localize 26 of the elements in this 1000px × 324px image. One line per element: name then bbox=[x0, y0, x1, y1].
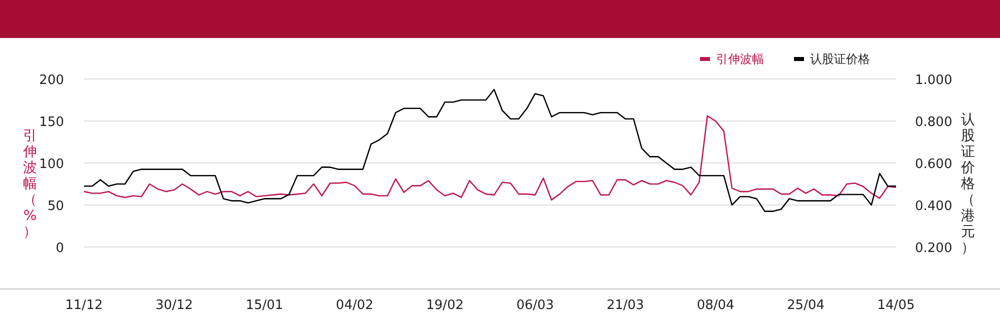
x-tick-label: 19/02 bbox=[426, 298, 464, 313]
y-axis-title: 引伸波幅（%） bbox=[22, 128, 37, 240]
text: 认股证价格（港元） bbox=[961, 112, 975, 256]
x-tick-label: 25/04 bbox=[787, 298, 825, 313]
x-tick-label: 08/04 bbox=[696, 298, 734, 313]
legend-label: 引伸波幅 bbox=[716, 52, 764, 66]
y2-tick-label: 0.400 bbox=[915, 199, 952, 214]
x-tick-label: 11/12 bbox=[65, 298, 103, 313]
line-series bbox=[83, 115, 897, 201]
y-tick-label: 150 bbox=[39, 115, 64, 130]
x-tick-label: 21/03 bbox=[606, 298, 644, 313]
y2-tick-label: 0.600 bbox=[915, 157, 952, 172]
x-tick-label: 14/05 bbox=[877, 298, 915, 313]
line-series bbox=[83, 88, 897, 212]
x-tick-label: 06/03 bbox=[516, 298, 554, 313]
y-tick-label: 50 bbox=[47, 199, 64, 214]
y-tick-label: 100 bbox=[39, 157, 64, 172]
y2-tick-label: 1.000 bbox=[915, 73, 952, 88]
y-tick-label: 200 bbox=[39, 73, 64, 88]
legend-label: 认股证价格 bbox=[810, 52, 870, 66]
y2-tick-label: 0.800 bbox=[915, 115, 952, 130]
y-tick-label: 0 bbox=[56, 241, 64, 256]
x-tick-label: 15/01 bbox=[246, 298, 284, 313]
x-tick-label: 04/02 bbox=[336, 298, 374, 313]
y2-tick-label: 0.200 bbox=[915, 241, 952, 256]
x-tick-label: 30/12 bbox=[155, 298, 193, 313]
